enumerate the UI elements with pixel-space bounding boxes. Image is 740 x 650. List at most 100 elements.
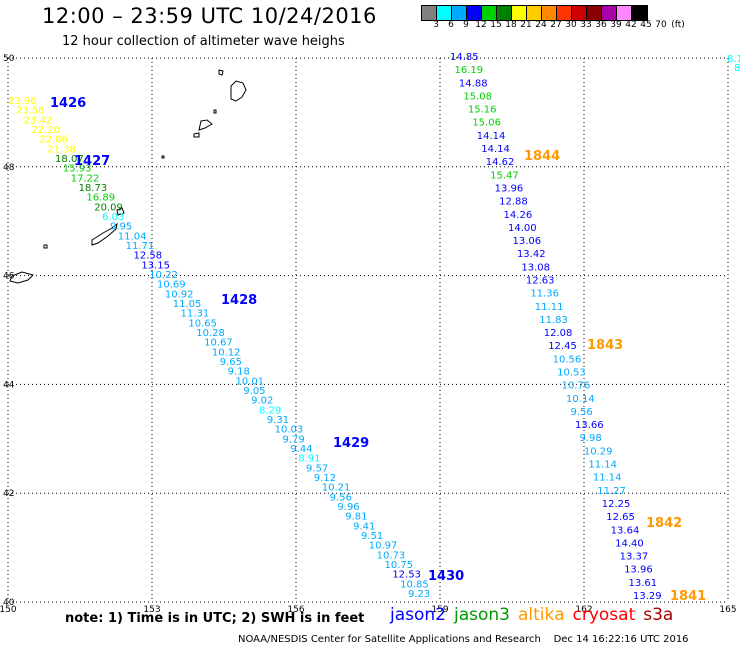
island-4	[193, 132, 200, 138]
swh-value-track-1: 9.41	[353, 521, 375, 532]
swh-value-track-1: 10.65	[188, 318, 217, 329]
swh-value-track-1: 10.12	[212, 347, 241, 358]
lat-lon-grid: 150 153 156 159 162 165 50 48 46 44 42 40	[0, 54, 737, 615]
swh-value-track-1: 6.03	[102, 212, 124, 223]
swh-value-track-2: 10.56	[553, 354, 582, 365]
lat-label: 46	[3, 272, 15, 282]
color-swatch	[557, 6, 572, 20]
swh-value-track-2: 12.08	[544, 328, 573, 339]
pass-label: 1426	[50, 96, 86, 111]
lat-label: 44	[3, 380, 15, 390]
swh-value-track-2: 15.08	[463, 91, 492, 102]
swh-value-track-1: 9.44	[290, 444, 312, 455]
legend-cryosat: cryosat	[572, 605, 636, 625]
color-scale-label: (ft)	[671, 20, 685, 30]
swh-value-track-1: 9.31	[267, 415, 289, 426]
swh-value-track-2: 14.14	[477, 131, 506, 142]
swh-value-track-2: 13.06	[512, 236, 541, 247]
lat-label: 42	[3, 489, 14, 499]
swh-value-track-1: 12.53	[392, 570, 421, 581]
swh-value-track-1: 10.21	[322, 483, 351, 494]
island-5	[213, 109, 217, 114]
swh-value-track-2: 15.16	[468, 105, 497, 116]
swh-value-track-1: 21.38	[47, 144, 76, 155]
swh-value-track-2: 12.25	[602, 499, 631, 510]
swh-value-track-2: 10.53	[557, 368, 586, 379]
pass-label: 1843	[587, 338, 623, 353]
swh-value-track-2: 10.29	[584, 446, 613, 457]
swh-value-track-2: 13.37	[620, 552, 649, 563]
color-swatch	[527, 6, 542, 20]
color-swatch	[572, 6, 587, 20]
swh-value-track-1: 10.67	[204, 338, 233, 349]
lat-label: 48	[3, 163, 15, 173]
pass-label: 1430	[428, 569, 464, 584]
swh-value-track-2: 10.14	[566, 394, 595, 405]
credit-line: NOAA/NESDIS Center for Satellite Applica…	[238, 634, 689, 645]
swh-value-track-1: 9.05	[243, 386, 265, 397]
color-scale-label: 39	[610, 20, 622, 30]
swh-value-track-2: 13.64	[611, 525, 640, 536]
swh-value-track-1: 18.07	[55, 154, 84, 165]
swh-value-track-1: 10.97	[369, 541, 398, 552]
swh-value-track-2: 16.19	[454, 65, 483, 76]
swh-value-track-1: 9.51	[361, 531, 383, 542]
data-labels: 23.9623.5623.4222.2022.8621.3818.0715.93…	[8, 52, 740, 604]
coastline	[9, 69, 247, 284]
color-scale-label: 24	[535, 20, 547, 30]
island-9	[43, 244, 48, 249]
lon-label: 156	[287, 605, 304, 615]
color-swatch	[482, 6, 497, 20]
color-scale-label: 33	[580, 20, 592, 30]
color-swatch	[467, 6, 482, 20]
color-swatch	[512, 6, 527, 20]
swh-value-track-1: 17.22	[71, 173, 100, 184]
pass-label: 1841	[670, 589, 706, 604]
color-swatch	[632, 6, 647, 20]
island-1	[230, 80, 247, 102]
swh-value-track-1: 16.89	[86, 193, 115, 204]
swh-value-track-2: 13.61	[629, 578, 658, 589]
swh-value-track-1: 23.42	[24, 115, 53, 126]
swh-value-track-2: 14.85	[450, 52, 479, 63]
swh-value-track-1: 10.28	[196, 328, 225, 339]
swh-value-track-1: 23.96	[8, 96, 37, 107]
swh-value-track-2: 14.62	[486, 157, 515, 168]
swh-value-track-2: 14.40	[615, 538, 644, 549]
swh-value-track-1: 10.85	[400, 579, 429, 590]
color-swatch	[542, 6, 557, 20]
color-swatch	[617, 6, 632, 20]
island-7	[91, 222, 118, 246]
color-swatch	[497, 6, 512, 20]
swh-value-track-1: 10.92	[165, 289, 194, 300]
color-scale-label: 18	[505, 20, 517, 30]
swh-value-track-1: 8.91	[298, 454, 320, 465]
swh-value-track-2: 14.14	[481, 144, 510, 155]
color-scale-label: 45	[640, 20, 652, 30]
color-scale-label: 30	[565, 20, 577, 30]
legend-jason3: jason3	[454, 605, 510, 625]
legend-altika: altika	[518, 605, 565, 625]
swh-value-track-1: 11.04	[118, 231, 147, 242]
swh-value-track-1: 10.69	[157, 280, 186, 291]
pass-label: 1844	[524, 149, 560, 164]
lon-label: 165	[719, 605, 736, 615]
swh-value-track-2: 13.29	[633, 591, 662, 602]
color-scale-label: 36	[595, 20, 607, 30]
swh-value-track-2: 12.65	[606, 512, 635, 523]
swh-value-track-1: 11.31	[181, 309, 210, 320]
swh-value-track-1: 22.86	[39, 135, 68, 146]
swh-value-track-2: 10.76	[562, 381, 591, 392]
swh-value-track-2: 11.36	[530, 289, 559, 300]
swh-value-edge: 8	[734, 63, 740, 74]
color-scale-bar	[421, 5, 648, 21]
swh-value-track-1: 9.56	[330, 492, 352, 503]
swh-value-track-2: 11.27	[597, 486, 626, 497]
swh-value-track-1: 9.18	[228, 367, 250, 378]
color-scale-label: 12	[475, 20, 487, 30]
island-8	[116, 207, 125, 216]
lon-label: 159	[431, 605, 448, 615]
swh-value-track-1: 11.05	[173, 299, 202, 310]
color-swatch	[437, 6, 452, 20]
